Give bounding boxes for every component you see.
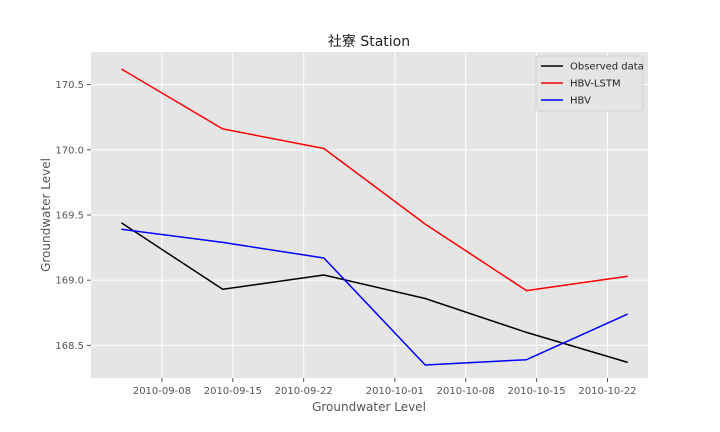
y-axis-label: Groundwater Level xyxy=(39,158,53,272)
series-line-hbv xyxy=(121,228,629,366)
y-tick-label: 170.5 xyxy=(55,80,84,91)
x-axis-ticks: 2010-09-08 2010-09-15 2010-09-22 2010-10-01… xyxy=(133,378,637,397)
legend-label: HBV xyxy=(570,96,591,107)
x-tick-label: 2010-09-15 xyxy=(204,386,262,397)
legend: Observed data HBV-LSTM HBV xyxy=(535,55,644,112)
x-tick-label: 2010-09-08 xyxy=(133,386,191,397)
y-axis-ticks: 168.5 169.0 169.5 170.0 170.5 xyxy=(55,80,91,352)
grid xyxy=(91,52,648,378)
series-line-observed-data xyxy=(120,222,628,364)
y-tick-label: 168.5 xyxy=(55,341,84,352)
legend-label: HBV-LSTM xyxy=(570,79,621,90)
x-tick-label: 2010-10-15 xyxy=(508,386,566,397)
y-tick-label: 170.0 xyxy=(55,145,84,156)
y-tick-label: 169.0 xyxy=(55,276,84,287)
x-tick-label: 2010-09-22 xyxy=(275,386,333,397)
x-tick-label: 2010-10-08 xyxy=(437,386,495,397)
x-tick-label: 2010-10-22 xyxy=(578,386,636,397)
x-tick-label: 2010-10-01 xyxy=(366,386,424,397)
series-lines xyxy=(120,68,629,366)
chart-title: 社寮 Station xyxy=(328,33,410,50)
y-tick-label: 169.5 xyxy=(55,211,84,222)
series-line-hbv-lstm xyxy=(121,68,628,292)
x-axis-label: Groundwater Level xyxy=(312,400,426,414)
legend-box xyxy=(535,55,644,112)
legend-label: Observed data xyxy=(570,62,644,73)
